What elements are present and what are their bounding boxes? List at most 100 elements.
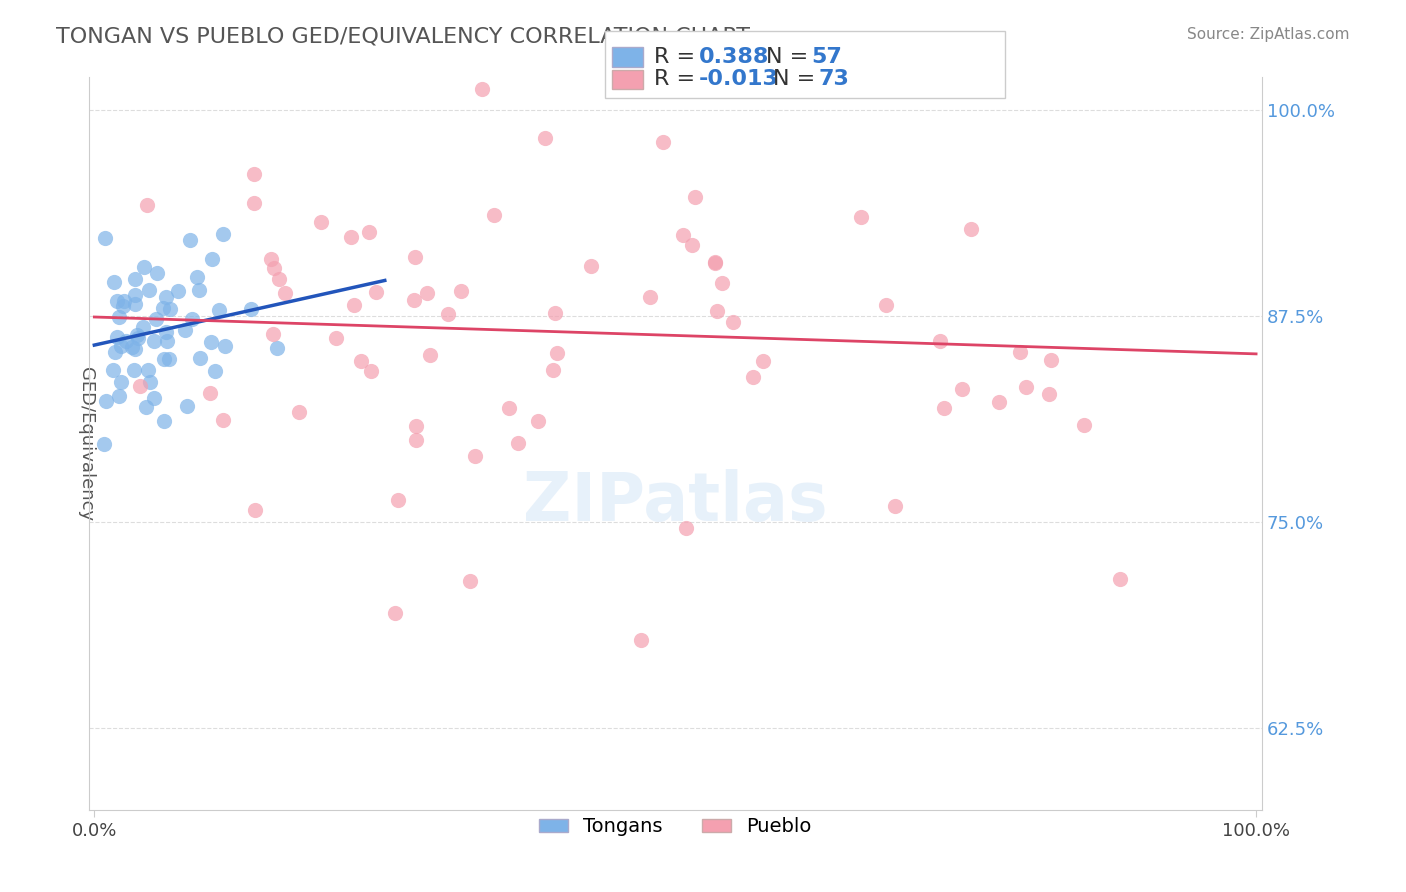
- Point: [706, 304, 728, 318]
- Point: [110, 375, 132, 389]
- Point: [188, 351, 211, 365]
- Point: [638, 290, 661, 304]
- Point: [960, 222, 983, 236]
- Point: [1015, 380, 1038, 394]
- Point: [987, 395, 1010, 409]
- Point: [110, 339, 132, 353]
- Point: [267, 272, 290, 286]
- Point: [384, 606, 406, 620]
- Point: [136, 198, 159, 212]
- Point: [146, 266, 169, 280]
- Point: [142, 392, 165, 406]
- Text: N =: N =: [766, 47, 815, 67]
- Point: [135, 400, 157, 414]
- Point: [152, 352, 174, 367]
- Point: [132, 320, 155, 334]
- Point: [129, 378, 152, 392]
- Point: [136, 362, 159, 376]
- Point: [849, 210, 872, 224]
- Point: [204, 364, 226, 378]
- Text: 0.388: 0.388: [699, 47, 769, 67]
- Text: R =: R =: [654, 47, 702, 67]
- Point: [157, 352, 180, 367]
- Point: [138, 284, 160, 298]
- Point: [309, 214, 332, 228]
- Point: [103, 275, 125, 289]
- Point: [186, 270, 208, 285]
- Point: [651, 135, 673, 149]
- Point: [357, 226, 380, 240]
- Point: [211, 227, 233, 242]
- Point: [581, 259, 603, 273]
- Point: [534, 130, 557, 145]
- Point: [723, 316, 745, 330]
- Point: [112, 299, 135, 313]
- Point: [903, 70, 925, 85]
- Point: [124, 362, 146, 376]
- Point: [672, 228, 695, 243]
- Point: [263, 261, 285, 276]
- Point: [132, 260, 155, 275]
- Text: N =: N =: [773, 70, 823, 89]
- Point: [875, 298, 897, 312]
- Point: [156, 334, 179, 348]
- Point: [124, 342, 146, 356]
- Point: [105, 293, 128, 308]
- Point: [1108, 572, 1130, 586]
- Point: [1073, 418, 1095, 433]
- Point: [166, 285, 188, 299]
- Point: [273, 285, 295, 300]
- Point: [155, 290, 177, 304]
- Point: [752, 354, 775, 368]
- Point: [704, 256, 727, 270]
- Point: [325, 331, 347, 345]
- Point: [124, 297, 146, 311]
- Point: [266, 341, 288, 355]
- Point: [506, 436, 529, 450]
- Point: [124, 287, 146, 301]
- Point: [340, 229, 363, 244]
- Point: [450, 285, 472, 299]
- Point: [405, 419, 427, 434]
- Point: [245, 503, 267, 517]
- Point: [404, 250, 426, 264]
- Point: [142, 334, 165, 349]
- Point: [239, 302, 262, 317]
- Point: [179, 233, 201, 247]
- Y-axis label: GED/Equivalency: GED/Equivalency: [77, 367, 96, 521]
- Point: [387, 492, 409, 507]
- Point: [437, 307, 460, 321]
- Point: [208, 302, 231, 317]
- Point: [124, 272, 146, 286]
- Point: [105, 330, 128, 344]
- Point: [115, 334, 138, 348]
- Legend: Tongans, Pueblo: Tongans, Pueblo: [531, 810, 820, 844]
- Point: [464, 449, 486, 463]
- Point: [152, 301, 174, 315]
- Point: [243, 196, 266, 211]
- Point: [350, 354, 373, 368]
- Point: [1038, 386, 1060, 401]
- Point: [681, 238, 703, 252]
- Text: -0.013: -0.013: [699, 70, 779, 89]
- Point: [176, 399, 198, 413]
- Point: [94, 394, 117, 409]
- Point: [159, 302, 181, 317]
- Point: [1039, 352, 1062, 367]
- Point: [173, 323, 195, 337]
- Point: [243, 168, 266, 182]
- Point: [103, 345, 125, 359]
- Point: [630, 633, 652, 648]
- Point: [108, 310, 131, 324]
- Point: [112, 294, 135, 309]
- Point: [214, 339, 236, 353]
- Text: R =: R =: [654, 70, 702, 89]
- Point: [198, 385, 221, 400]
- Text: 73: 73: [818, 70, 849, 89]
- Point: [103, 363, 125, 377]
- Text: TONGAN VS PUEBLO GED/EQUIVALENCY CORRELATION CHART: TONGAN VS PUEBLO GED/EQUIVALENCY CORRELA…: [56, 27, 751, 46]
- Point: [139, 376, 162, 390]
- Text: 57: 57: [811, 47, 842, 67]
- Point: [260, 252, 283, 266]
- Point: [742, 370, 765, 384]
